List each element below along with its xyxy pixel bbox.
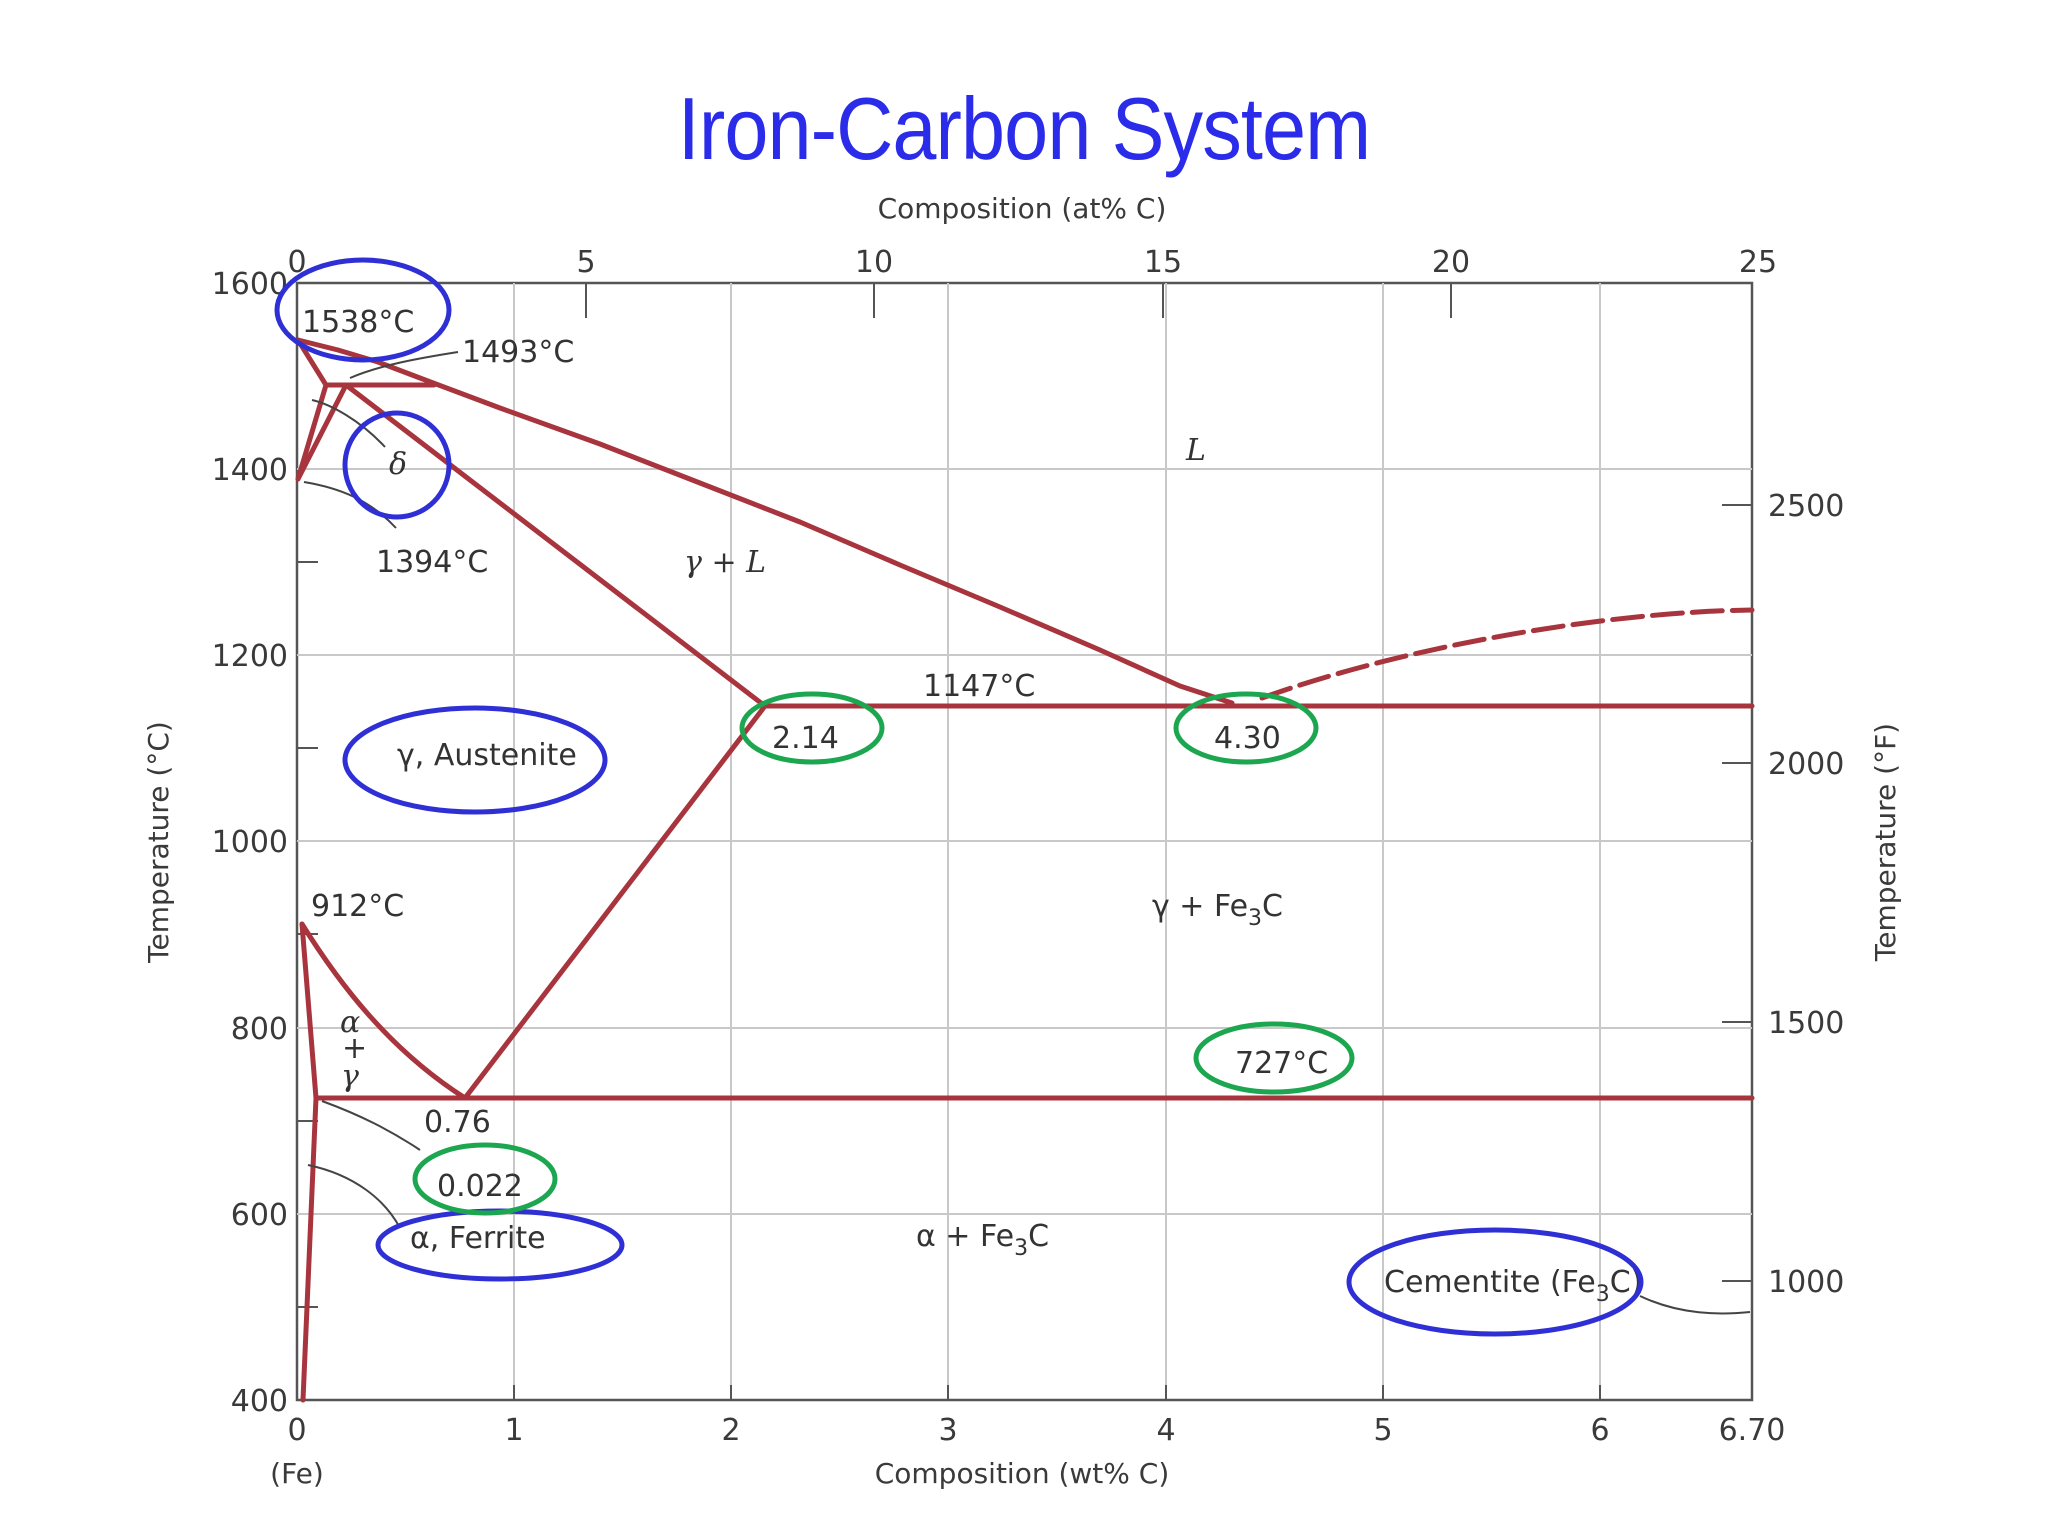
bottom-axis-label: Composition (wt% C) xyxy=(875,1457,1170,1490)
label-ferrite: α, Ferrite xyxy=(410,1221,546,1256)
label-gamma: γ xyxy=(341,1059,359,1094)
label-alpha: α xyxy=(340,1005,360,1040)
alpha-fe3c-b: C xyxy=(1028,1219,1049,1254)
delta-boundary-left xyxy=(295,337,329,482)
label-plus: + xyxy=(342,1031,367,1066)
alpha-gamma-boundary xyxy=(299,921,319,1101)
bottom-tick: 1 xyxy=(504,1413,523,1448)
alpha-fe3c-sub: 3 xyxy=(1014,1236,1028,1261)
arrow-delta xyxy=(311,399,386,448)
fe-label: (Fe) xyxy=(270,1457,324,1490)
label-1538: 1538°C xyxy=(302,305,414,340)
gamma-fe3c-b: C xyxy=(1262,889,1283,924)
label-austenite: γ, Austenite xyxy=(397,738,577,773)
horizontal-gridlines xyxy=(297,468,1752,1215)
label-alpha-fe3c: α + Fe3C xyxy=(916,1219,1049,1261)
left-tick: 600 xyxy=(231,1198,288,1233)
label-1394: 1394°C xyxy=(376,545,488,580)
ring-214 xyxy=(739,691,885,765)
a3-line xyxy=(299,921,468,1101)
page-title: Iron-Carbon System xyxy=(677,79,1371,178)
top-tick: 10 xyxy=(855,245,893,280)
top-tick: 5 xyxy=(576,245,595,280)
bottom-tick: 6.70 xyxy=(1719,1413,1786,1448)
cementite-liquidus-dashed xyxy=(1259,607,1755,701)
label-gamma-fe3c: γ + Fe3C xyxy=(1152,889,1283,931)
bottom-tick: 6 xyxy=(1590,1413,1609,1448)
top-tick-labels: 0 5 10 15 20 25 xyxy=(287,245,1777,280)
label-liquid: L xyxy=(1185,433,1206,468)
left-tick-labels: 1600 1400 1200 1000 800 600 400 xyxy=(212,267,288,1419)
gamma-fe3c-sub: 3 xyxy=(1248,906,1262,931)
bottom-tick: 4 xyxy=(1156,1413,1175,1448)
ring-727 xyxy=(1193,1021,1355,1095)
left-tick: 1000 xyxy=(212,825,288,860)
top-tick: 15 xyxy=(1144,245,1182,280)
left-tick: 1200 xyxy=(212,639,288,674)
label-076: 0.76 xyxy=(424,1105,491,1140)
label-0022: 0.022 xyxy=(437,1169,523,1204)
label-1493: 1493°C xyxy=(462,335,574,370)
arrow-cementite xyxy=(1639,1295,1751,1315)
bottom-tick: 0 xyxy=(287,1413,306,1448)
right-tick: 1500 xyxy=(1768,1006,1844,1041)
gamma-fe3c-a: γ + Fe xyxy=(1152,889,1248,924)
ring-0022 xyxy=(412,1142,558,1216)
left-tick: 1600 xyxy=(212,267,288,302)
ring-delta xyxy=(342,410,452,520)
phase-boundaries xyxy=(295,337,1755,1403)
label-cementite: Cementite (Fe3C) xyxy=(1384,1265,1642,1307)
ring-austenite xyxy=(342,705,608,815)
ring-cementite xyxy=(1346,1227,1644,1337)
label-1147: 1147°C xyxy=(923,669,1035,704)
right-tick: 2500 xyxy=(1768,489,1844,524)
top-tick: 20 xyxy=(1432,245,1470,280)
ring-1538 xyxy=(274,257,452,363)
right-axis-label: Temperature (°F) xyxy=(1869,723,1902,962)
label-430: 4.30 xyxy=(1214,721,1281,756)
bottom-tick: 3 xyxy=(938,1413,957,1448)
acm-line xyxy=(462,703,768,1101)
liquidus-line xyxy=(295,337,1235,706)
left-tick: 400 xyxy=(231,1384,288,1419)
label-727: 727°C xyxy=(1235,1046,1328,1081)
austenite-solidus xyxy=(343,382,768,709)
highlight-rings xyxy=(274,257,1644,1337)
label-delta: δ xyxy=(389,447,407,482)
label-214: 2.14 xyxy=(772,721,839,756)
label-gamma-l: γ + L xyxy=(684,545,766,580)
leader-arrows xyxy=(303,351,1751,1315)
top-tick: 0 xyxy=(287,245,306,280)
alpha-fe3c-a: α + Fe xyxy=(916,1219,1014,1254)
bottom-tick-labels: 0 1 2 3 4 5 6 6.70 xyxy=(287,1413,1785,1448)
bottom-tick: 2 xyxy=(721,1413,740,1448)
ring-430 xyxy=(1173,691,1319,765)
bottom-tick: 5 xyxy=(1373,1413,1392,1448)
label-912: 912°C xyxy=(311,889,404,924)
top-tick: 25 xyxy=(1739,245,1777,280)
cementite-a: Cementite (Fe xyxy=(1384,1265,1596,1300)
left-tick: 800 xyxy=(231,1012,288,1047)
cementite-sub: 3 xyxy=(1596,1282,1610,1307)
right-tick: 2000 xyxy=(1768,747,1844,782)
ferrite-solvus xyxy=(300,1095,319,1403)
top-axis-label: Composition (at% C) xyxy=(878,192,1167,225)
right-tick-labels: 2500 2000 1500 1000 xyxy=(1768,489,1844,1300)
left-tick: 1400 xyxy=(212,453,288,488)
right-tick: 1000 xyxy=(1768,1265,1844,1300)
arrow-0022 xyxy=(321,1100,421,1151)
arrow-ferrite xyxy=(307,1164,401,1229)
arrow-1493 xyxy=(349,351,459,379)
left-axis-label: Temperature (°C) xyxy=(142,721,175,964)
delta-boundary-right xyxy=(295,382,349,482)
